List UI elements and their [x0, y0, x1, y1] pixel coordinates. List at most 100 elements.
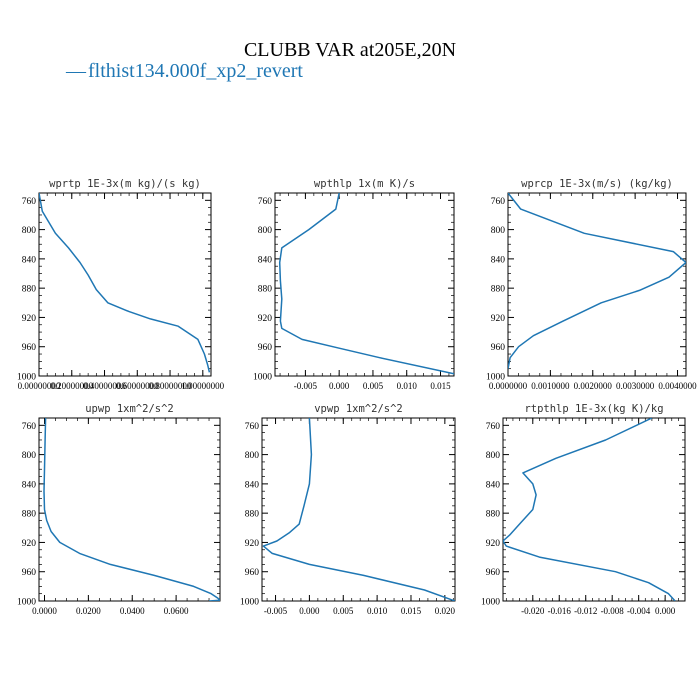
y-tick-label: 920 [486, 539, 501, 549]
panel-1: wprtp 1E-3x(m kg)/(s kg) 760 800 840 880 920 9… [17, 178, 225, 391]
x-tick-label: 0.0000000 [489, 381, 528, 391]
legend-glyph: — [65, 60, 87, 82]
series-line-1 [43, 418, 220, 601]
y-tick-label: 760 [491, 197, 506, 207]
panel-title: rtpthlp 1E-3x(kg K)/kg [524, 403, 663, 415]
y-tick-label: 920 [258, 314, 273, 324]
x-tick-label: -0.012 [574, 606, 597, 616]
x-tick-label: 0.0200 [76, 606, 101, 616]
x-tick-label: 1.00000000 [181, 381, 224, 391]
x-tick-label: 0.20000000 [50, 381, 93, 391]
series-line-1 [278, 193, 454, 375]
y-tick-label: 920 [22, 539, 37, 549]
y-tick-label: 1000 [481, 598, 500, 608]
y-tick-label: 1000 [17, 598, 36, 608]
panel-6: rtpthlp 1E-3x(kg K)/kg 760 800 840 880 920 960… [481, 403, 686, 616]
figure-title: CLUBB VAR at205E,20N [244, 39, 456, 61]
y-tick-label: 800 [245, 451, 260, 461]
x-tick-label: -0.020 [521, 606, 545, 616]
x-tick-label: 0.010 [397, 381, 418, 391]
plot-frame [38, 192, 212, 377]
series-line-1 [262, 418, 455, 601]
y-tick-label: 760 [22, 422, 37, 432]
series-line-1 [503, 418, 676, 601]
y-tick-label: 760 [245, 422, 260, 432]
panel-title: wprcp 1E-3x(m/s) (kg/kg) [521, 178, 673, 190]
y-tick-label: 1000 [486, 373, 505, 383]
panel-title: vpwp 1xm^2/s^2 [314, 403, 403, 415]
y-tick-label: 960 [258, 343, 273, 353]
y-tick-label: 840 [258, 255, 273, 265]
y-tick-label: 1000 [253, 373, 272, 383]
x-tick-label: -0.005 [264, 606, 288, 616]
panel-5: vpwp 1xm^2/s^2 760 800 840 880 920 960 1000 -0.0… [240, 403, 456, 616]
x-tick-label: 0.40000000 [83, 381, 126, 391]
plot-frame [38, 417, 221, 602]
series-line-1 [508, 193, 686, 369]
y-tick-label: 880 [245, 510, 260, 520]
x-tick-label: 0.000 [329, 381, 350, 391]
y-tick-label: 880 [486, 510, 501, 520]
x-tick-label: -0.005 [294, 381, 318, 391]
y-tick-label: 840 [491, 255, 506, 265]
series-line-1 [39, 193, 211, 373]
x-tick-label: 0.000 [299, 606, 320, 616]
y-tick-label: 960 [245, 568, 260, 578]
y-tick-label: 960 [22, 343, 37, 353]
y-tick-label: 840 [22, 480, 37, 490]
x-tick-label: 0.0600 [164, 606, 189, 616]
panel-title: wprtp 1E-3x(m kg)/(s kg) [49, 178, 201, 190]
plot-frame [274, 192, 455, 377]
y-tick-label: 760 [486, 422, 501, 432]
y-tick-label: 1000 [17, 373, 36, 383]
x-tick-label: 0.015 [430, 381, 451, 391]
x-tick-label: -0.008 [601, 606, 625, 616]
y-tick-label: 920 [245, 539, 260, 549]
x-tick-label: 0.0030000 [616, 381, 655, 391]
y-tick-label: 760 [258, 197, 273, 207]
plot-frame [261, 417, 456, 602]
y-tick-label: 840 [245, 480, 260, 490]
y-tick-label: 800 [491, 226, 506, 236]
plot-frame [502, 417, 686, 602]
y-tick-label: 800 [486, 451, 501, 461]
y-tick-label: 880 [491, 285, 506, 295]
x-tick-label: 0.005 [363, 381, 384, 391]
y-tick-label: 760 [22, 197, 37, 207]
y-tick-label: 800 [22, 451, 37, 461]
x-tick-label: 0.015 [401, 606, 422, 616]
x-tick-label: 0.005 [333, 606, 354, 616]
x-tick-label: 0.0020000 [574, 381, 613, 391]
y-tick-label: 1000 [240, 598, 259, 608]
y-tick-label: 880 [22, 285, 37, 295]
x-tick-label: 0.80000000 [149, 381, 192, 391]
y-tick-label: 960 [486, 568, 501, 578]
x-tick-label: 0.010 [367, 606, 388, 616]
y-tick-label: 800 [22, 226, 37, 236]
x-tick-label: -0.016 [548, 606, 572, 616]
plot-frame [507, 192, 687, 377]
y-tick-label: 840 [22, 255, 37, 265]
panel-4: upwp 1xm^2/s^2 760 800 840 880 920 960 10000.00… [17, 403, 221, 616]
y-tick-label: 960 [22, 568, 37, 578]
legend-label: flthist134.000f_xp2_revert [88, 60, 303, 82]
x-tick-label: 0.0010000 [531, 381, 570, 391]
y-tick-label: 800 [258, 226, 273, 236]
y-tick-label: 880 [22, 510, 37, 520]
x-tick-label: 0.000 [655, 606, 676, 616]
panel-2: wpthlp 1x(m K)/s 760 800 840 880 920 960 1000 -0… [253, 178, 455, 391]
panel-title: upwp 1xm^2/s^2 [85, 403, 174, 415]
y-tick-label: 840 [486, 480, 501, 490]
y-tick-label: 920 [491, 314, 506, 324]
x-tick-label: 0.0400 [120, 606, 145, 616]
x-tick-label: 0.0000 [32, 606, 57, 616]
panel-3: wprcp 1E-3x(m/s) (kg/kg) 760 800 840 880 920 9… [486, 178, 697, 391]
x-tick-label: -0.004 [627, 606, 651, 616]
y-tick-label: 920 [22, 314, 37, 324]
x-tick-label: 0.60000000 [116, 381, 159, 391]
y-tick-label: 880 [258, 285, 273, 295]
x-tick-label: 0.00000000 [18, 381, 61, 391]
panel-title: wpthlp 1x(m K)/s [314, 178, 415, 190]
x-tick-label: 0.020 [435, 606, 456, 616]
